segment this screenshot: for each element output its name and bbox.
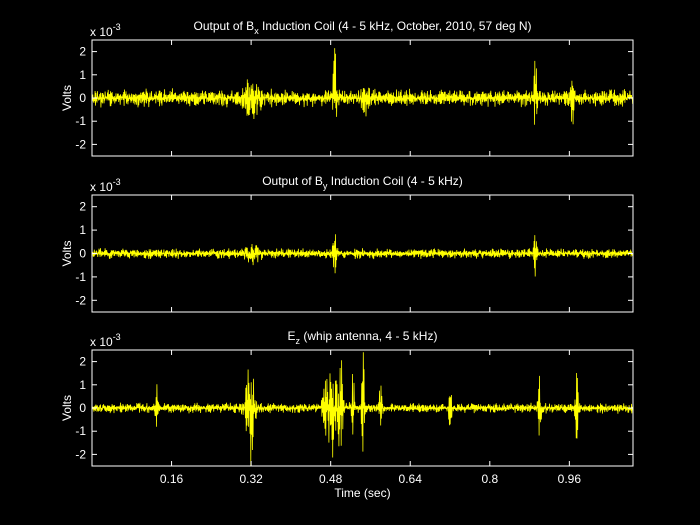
x-tick-label: 0.32: [239, 472, 263, 486]
title-part: Output of B: [262, 174, 323, 188]
subplot-1: -2 -1 0 1 2 x 10-3 Volts Output of Bx Induction…: [60, 19, 634, 157]
x-tick-label: 0.96: [558, 472, 582, 486]
title-subscript: y: [323, 181, 328, 191]
y-tick-label: -1: [75, 114, 86, 128]
exponent-base: x 10: [90, 180, 113, 194]
y-tick-label: 2: [79, 45, 86, 59]
title-part: Induction Coil (4 - 5 kHz): [327, 174, 462, 188]
exponent-power: -3: [113, 332, 121, 342]
signal-trace: [91, 352, 634, 467]
y-tick-label: 1: [79, 223, 86, 237]
y-tick-label: -2: [75, 293, 86, 307]
y-axis-label: Volts: [60, 395, 74, 421]
x-tick-label: 0.48: [319, 472, 343, 486]
y-axis-label: Volts: [60, 240, 74, 266]
subplot-title: Ez (whip antenna, 4 - 5 kHz): [288, 329, 438, 346]
title-subscript: x: [254, 26, 259, 36]
subplot-3: -2 -1 0 1 2 0.16 0.32 0.48 0.64 0.8 0.96 x 10-3 Volt…: [60, 329, 634, 500]
exponent-label: x 10-3: [90, 332, 121, 349]
exponent-base: x 10: [90, 25, 113, 39]
exponent-power: -3: [113, 177, 121, 187]
subplot-title: Output of By Induction Coil (4 - 5 kHz): [262, 174, 463, 191]
exponent-power: -3: [113, 22, 121, 32]
subplot-title: Output of Bx Induction Coil (4 - 5 kHz, …: [193, 19, 531, 36]
y-tick-label: -1: [75, 424, 86, 438]
exponent-label: x 10-3: [90, 177, 121, 194]
y-tick-label: 2: [79, 200, 86, 214]
title-part: E: [288, 329, 296, 343]
exponent-base: x 10: [90, 335, 113, 349]
title-subscript: z: [296, 336, 301, 346]
exponent-label: x 10-3: [90, 22, 121, 39]
signal-trace: [91, 234, 634, 277]
x-tick-label: 0.16: [160, 472, 184, 486]
signal-trace: [91, 48, 634, 125]
y-tick-label: 0: [79, 91, 86, 105]
y-tick-label: 2: [79, 355, 86, 369]
x-tick-label: 0.8: [481, 472, 498, 486]
y-tick-label: 1: [79, 68, 86, 82]
title-part: Output of B: [193, 19, 254, 33]
title-part: Induction Coil (4 - 5 kHz, October, 2010…: [259, 19, 532, 33]
subplot-2: -2 -1 0 1 2 x 10-3 Volts Output of By Induction…: [60, 174, 634, 313]
y-tick-label: -2: [75, 447, 86, 461]
y-tick-label: 0: [79, 401, 86, 415]
x-tick-label: 0.64: [399, 472, 423, 486]
y-tick-label: -2: [75, 137, 86, 151]
x-axis-label: Time (sec): [334, 486, 390, 500]
title-part: (whip antenna, 4 - 5 kHz): [300, 329, 437, 343]
y-tick-label: 0: [79, 247, 86, 261]
y-tick-label: -1: [75, 270, 86, 284]
y-axis-label: Volts: [60, 85, 74, 111]
y-tick-label: 1: [79, 378, 86, 392]
